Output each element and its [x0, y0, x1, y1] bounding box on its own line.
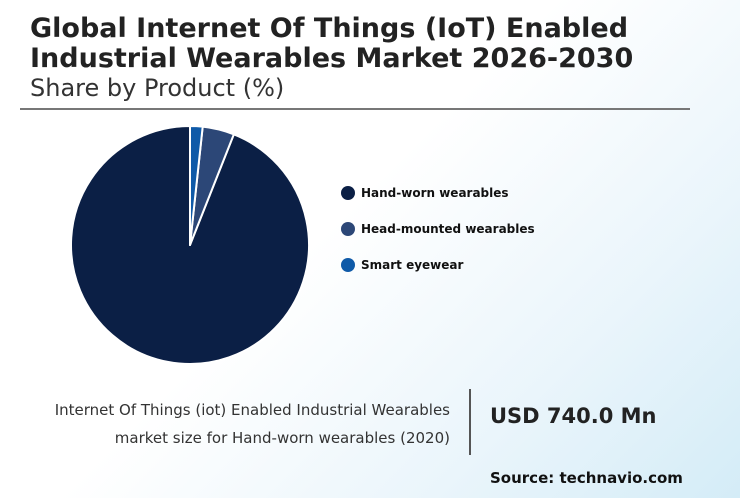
pie-slice-smart-eyewear	[189, 125, 204, 246]
legend-label: Head-mounted wearables	[361, 222, 535, 236]
legend-item-head-mounted: Head-mounted wearables	[341, 211, 535, 247]
source-credit: Source: technavio.com	[490, 469, 683, 487]
chart-title: Global Internet Of Things (IoT) Enabled …	[30, 13, 634, 74]
legend-item-smart-eyewear: Smart eyewear	[341, 247, 535, 283]
market-size-value: USD 740.0 Mn	[490, 404, 657, 428]
market-size-caption: Internet Of Things (iot) Enabled Industr…	[20, 396, 450, 452]
caption-line: market size for Hand-worn wearables (202…	[114, 429, 450, 447]
legend-label: Hand-worn wearables	[361, 186, 509, 200]
chart-legend: Hand-worn wearables Head-mounted wearabl…	[341, 175, 535, 283]
chart-subtitle: Share by Product (%)	[30, 74, 285, 102]
legend-label: Smart eyewear	[361, 258, 464, 272]
caption-line: Internet Of Things (iot) Enabled Industr…	[54, 401, 450, 419]
pie-slice-hand-worn-wearables	[70, 125, 310, 365]
legend-marker-icon	[341, 222, 355, 236]
legend-item-hand-worn: Hand-worn wearables	[341, 175, 535, 211]
legend-marker-icon	[341, 186, 355, 200]
title-divider	[20, 108, 690, 110]
footer-divider	[469, 389, 471, 455]
legend-marker-icon	[341, 258, 355, 272]
